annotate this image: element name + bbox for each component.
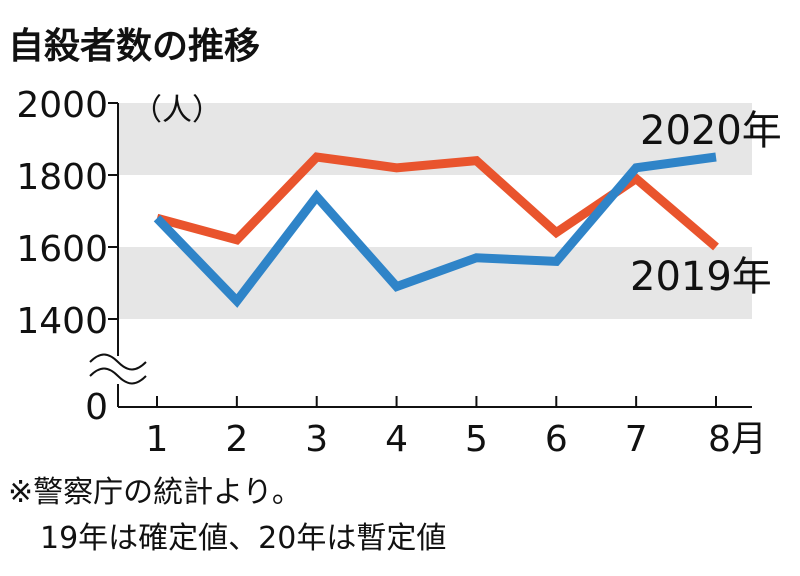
series-lines xyxy=(153,152,719,308)
x-tick-label: 2 xyxy=(225,419,248,460)
y-tick-label-1800: 1800 xyxy=(16,157,108,198)
x-tick-label: 7 xyxy=(625,419,648,460)
x-tick-label: 6 xyxy=(545,419,568,460)
x-tick-labels: 1 2 3 4 5 6 7 8月 xyxy=(146,419,767,460)
y-axis xyxy=(89,102,147,407)
x-tick-label: 8月 xyxy=(708,419,767,460)
series-line-2020 xyxy=(153,152,717,308)
x-tick-marks xyxy=(156,396,717,407)
background-bands xyxy=(118,103,752,319)
footnote-source: ※警察庁の統計より。 xyxy=(8,475,302,510)
y-tick-label-2000: 2000 xyxy=(16,85,108,126)
y-tick-label-0: 0 xyxy=(85,387,108,428)
axis-break-mark-upper xyxy=(89,353,147,371)
axis-break-mark-lower xyxy=(89,367,147,385)
y-tick-label-1400: 1400 xyxy=(16,301,108,342)
chart-title: 自殺者数の推移 xyxy=(8,26,260,67)
y-axis-unit-label: （人） xyxy=(132,93,222,128)
footnote-values: 19年は確定値、20年は暫定値 xyxy=(40,521,446,556)
series-label-2019: 2019年 xyxy=(630,254,772,300)
x-tick-label: 5 xyxy=(465,419,488,460)
y-tick-label-1600: 1600 xyxy=(16,229,108,270)
x-tick-label: 1 xyxy=(146,419,169,460)
y-tick-labels: 2000 1800 1600 1400 0 xyxy=(16,85,108,428)
series-label-2020: 2020年 xyxy=(640,108,782,154)
x-tick-label: 3 xyxy=(305,419,328,460)
x-tick-label: 4 xyxy=(385,419,408,460)
